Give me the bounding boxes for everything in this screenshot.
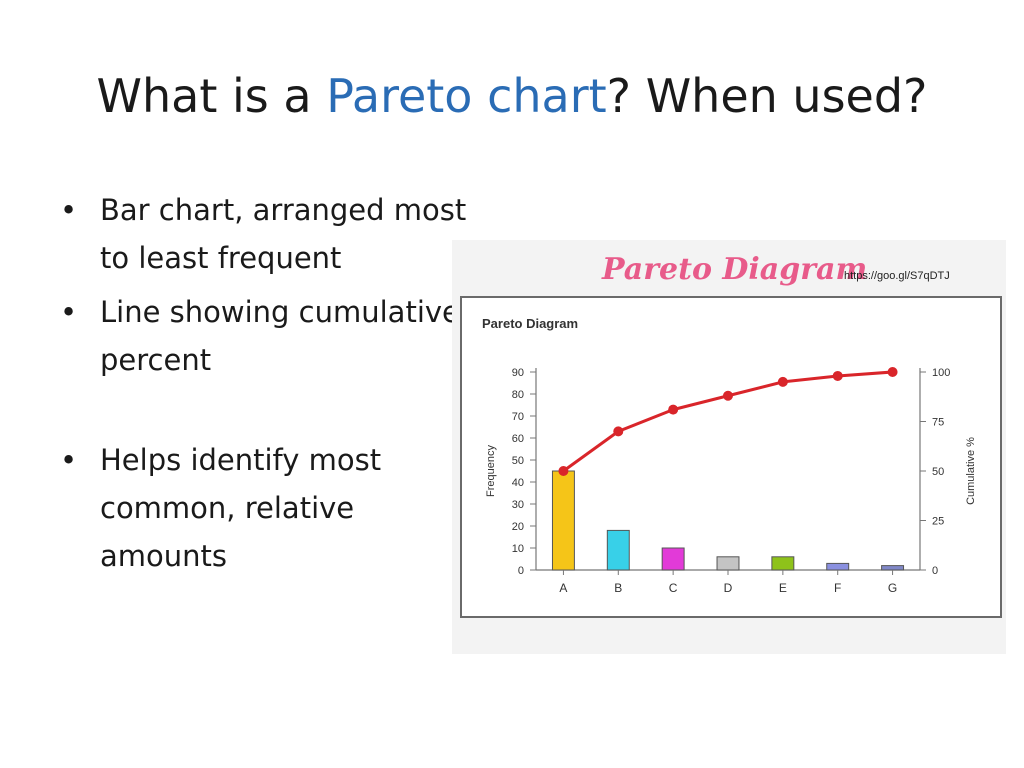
slide-title: What is a Pareto chart? When used?	[0, 68, 1024, 124]
y2-tick-label: 25	[932, 516, 944, 528]
y2-tick-label: 75	[932, 417, 944, 429]
bar-f	[826, 562, 850, 571]
cumulative-line	[562, 370, 893, 473]
bullet-text: Helps identify most common, relative amo…	[100, 443, 382, 573]
bar-e	[771, 556, 795, 571]
title-text-start: What is a	[96, 69, 327, 123]
y2-tick-label: 0	[932, 565, 938, 577]
bullet-text: Bar chart, arranged most to least freque…	[100, 193, 467, 275]
x-tick-label: C	[669, 581, 678, 595]
pareto-chart: Pareto Diagram 0 10 20 30 40 50 60 70 80 90 0 25 50 75…	[482, 316, 977, 595]
x-tick-label: A	[559, 581, 567, 595]
bar-b	[606, 529, 630, 571]
y-tick-label: 90	[512, 367, 524, 379]
bullet-text: Line showing cumulative percent	[100, 295, 460, 377]
cumulative-point-c	[668, 404, 679, 415]
x-tick-label: G	[888, 581, 897, 595]
cumulative-point-g	[887, 367, 898, 377]
bullet-icon: •	[60, 193, 78, 227]
y-tick-label: 60	[512, 433, 524, 445]
x-tick-label: D	[724, 581, 733, 595]
bar-g	[881, 565, 905, 571]
pareto-figure: Pareto Diagram https://goo.gl/S7qDTJ Par…	[452, 240, 1006, 654]
y-tick-label: 20	[512, 521, 524, 533]
chart-title: Pareto Diagram	[482, 316, 578, 331]
source-url: https://goo.gl/S7qDTJ	[844, 270, 950, 282]
cumulative-point-a	[558, 466, 569, 476]
chart-panel: Pareto Diagram 0 10 20 30 40 50 60 70 80 90 0 25 50 75…	[460, 296, 1002, 618]
y-axis-label: Frequency	[485, 445, 497, 497]
bullet-icon: •	[60, 443, 78, 477]
bullet-item: • Helps identify most common, relative a…	[56, 436, 476, 580]
bullet-list: • Bar chart, arranged most to least freq…	[56, 186, 476, 580]
bar-c	[661, 547, 685, 571]
bar-d	[716, 556, 740, 571]
cumulative-point-b	[613, 426, 624, 437]
title-text-end: ? When used?	[606, 69, 928, 123]
y2-tick-label: 50	[932, 466, 944, 478]
y-tick-label: 0	[518, 565, 524, 577]
y-tick-label: 10	[512, 543, 524, 555]
y-tick-label: 70	[512, 411, 524, 423]
y-tick-label: 50	[512, 455, 524, 467]
x-tick-label: E	[779, 581, 787, 595]
cumulative-point-e	[777, 376, 788, 387]
y-tick-label: 40	[512, 477, 524, 489]
figure-heading: Pareto Diagram	[602, 252, 868, 287]
bullet-item: • Bar chart, arranged most to least freq…	[56, 186, 476, 282]
bullet-item: • Line showing cumulative percent	[56, 288, 476, 384]
bar-a	[551, 470, 575, 571]
y-tick-label: 30	[512, 499, 524, 511]
y2-tick-label: 100	[932, 367, 950, 379]
bullet-icon: •	[60, 295, 78, 329]
title-accent-text: Pareto chart	[326, 69, 607, 123]
x-tick-label: F	[834, 581, 841, 595]
x-tick-label: B	[614, 581, 622, 595]
cumulative-point-f	[832, 370, 843, 381]
y2-axis-label: Cumulative %	[965, 437, 977, 505]
y-tick-label: 80	[512, 389, 524, 401]
cumulative-point-d	[723, 390, 733, 401]
